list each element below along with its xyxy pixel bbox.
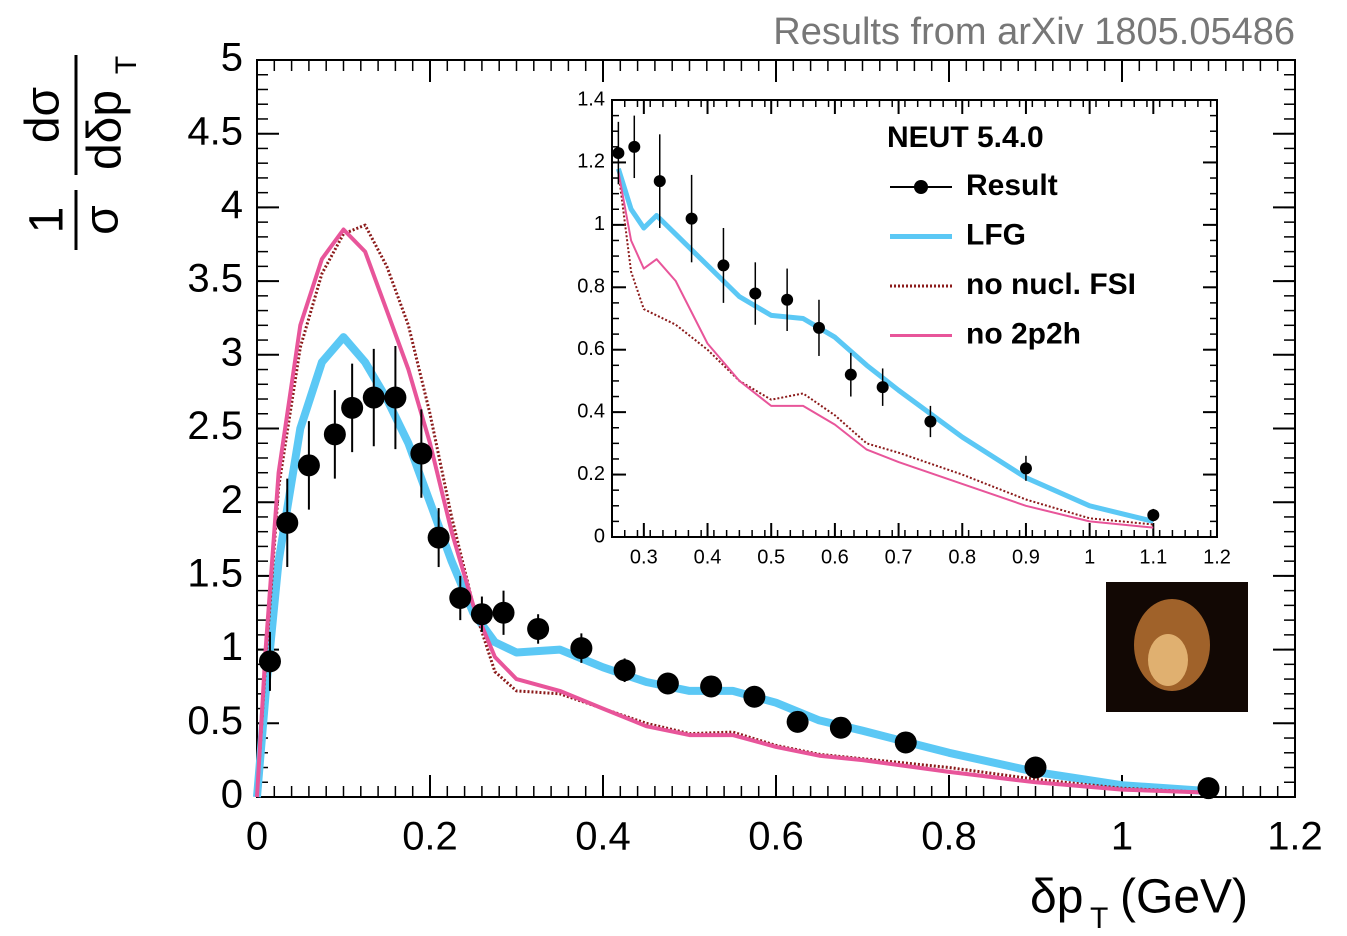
data-point [470,603,493,626]
curve [255,227,1209,798]
y-tick-label: 3 [221,330,243,374]
y-tick-label: 0.8 [577,276,605,298]
data-point [612,147,625,160]
data-point [628,140,641,153]
x-label-sub: T [1090,902,1108,935]
legend-label: LFG [966,218,1026,251]
x-label-part: δp [1030,871,1083,924]
curve [617,171,1154,529]
x-tick-label: 0.6 [821,546,849,568]
data-point [410,442,433,465]
x-tick-label: 0.4 [575,815,631,859]
data-point [781,293,794,306]
x-tick-label: 1.2 [1267,815,1323,859]
legend-title: NEUT 5.4.0 [887,121,1044,154]
x-tick-label: 0.7 [885,546,913,568]
dotted-line [617,171,1154,526]
y-tick-label: 1 [594,213,605,235]
y-tick-label: 5 [221,36,243,80]
data-point [323,423,346,446]
y-tick-label: 0.2 [577,463,605,485]
x-tick-label: 0.8 [948,546,976,568]
data-point [685,212,698,225]
data-point [894,731,917,754]
photo [1106,582,1248,712]
data-point [1019,462,1032,475]
y-label-part: dσ [17,87,70,143]
data-point [924,415,937,428]
data-point [656,672,679,695]
x-tick-label: 0.5 [757,546,785,568]
data-point [527,617,550,640]
y-label-part: σ [76,205,129,235]
y-tick-label: 1.2 [577,151,605,173]
x-tick-label: 0.8 [921,815,977,859]
data-point [276,511,299,534]
y-tick-label: 2 [221,478,243,522]
data-point [449,587,472,610]
curve [253,333,1209,798]
data-point [844,368,857,381]
x-tick-label: 1 [1111,815,1133,859]
x-tick-label: 0.6 [748,815,804,859]
y-tick-label: 2.5 [187,404,243,448]
legend-marker [914,180,928,194]
legend-label: no 2p2h [966,317,1081,350]
data-point [700,675,723,698]
y-tick-label: 0 [594,525,605,547]
data-point [258,650,281,673]
data-point [1197,777,1220,800]
y-tick-label: 1 [221,625,243,669]
y-tick-label: 1.5 [187,551,243,595]
y-tick-label: 0.5 [187,699,243,743]
data-point [717,259,730,272]
y-tick-label: 0.4 [577,400,605,422]
plot-frame [611,99,1218,538]
y-tick-label: 1.4 [577,88,605,110]
data-point [876,381,889,394]
y-label: 1 σ dσ dδp T [17,55,143,250]
legend-label: no nucl. FSI [966,268,1136,301]
data-point [297,454,320,477]
y-label-part: dδp [79,90,132,170]
photo-face-light [1148,634,1188,686]
data-point [570,637,593,660]
x-tick-label: 0.3 [630,546,658,568]
data-point [1024,756,1047,779]
data-point [653,175,666,188]
x-tick-label: 0.4 [694,546,722,568]
data-point [384,386,407,409]
y-tick-label: 0 [221,773,243,817]
x-tick-label: 0.9 [1012,546,1040,568]
x-label: δp T (GeV) [1030,871,1248,935]
data-point [812,321,825,334]
data-point [786,710,809,733]
y-tick-label: 4.5 [187,109,243,153]
x-label-part: (GeV) [1120,871,1248,924]
data-point [1147,509,1160,522]
data-point [341,396,364,419]
data-point [492,601,515,624]
x-tick-label: 0.2 [402,815,458,859]
x-tick-label: 1 [1084,546,1095,568]
data-point [362,386,385,409]
title: Results from arXiv 1805.05486 [773,11,1295,53]
y-tick-label: 0.6 [577,338,605,360]
x-tick-label: 0 [246,815,268,859]
legend-label: Result [966,169,1058,202]
x-tick-label: 1.1 [1139,546,1167,568]
y-label-sub: T [110,56,143,74]
y-tick-label: 3.5 [187,257,243,301]
inset-plot: 0.3 0.4 0.5 0.6 0.7 0.8 0.9 1 1.1 1.2 0 0.2 0.4 0.6 0.… [577,88,1231,568]
x-tick-label: 1.2 [1203,546,1231,568]
y-label-part: 1 [21,207,74,234]
y-tick-label: 4 [221,183,243,227]
data-point [613,659,636,682]
data-point [829,716,852,739]
data-point [427,526,450,549]
data-point [743,685,766,708]
data-point [749,287,762,300]
